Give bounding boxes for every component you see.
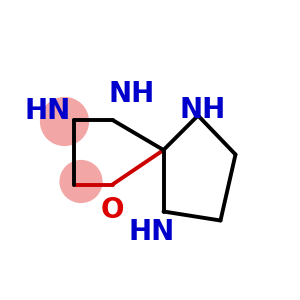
Text: HN: HN xyxy=(25,97,71,125)
Text: NH: NH xyxy=(179,95,226,124)
Text: O: O xyxy=(101,196,124,224)
Text: HN: HN xyxy=(128,218,175,247)
Circle shape xyxy=(40,97,89,146)
Circle shape xyxy=(59,160,103,203)
Text: NH: NH xyxy=(109,80,155,109)
